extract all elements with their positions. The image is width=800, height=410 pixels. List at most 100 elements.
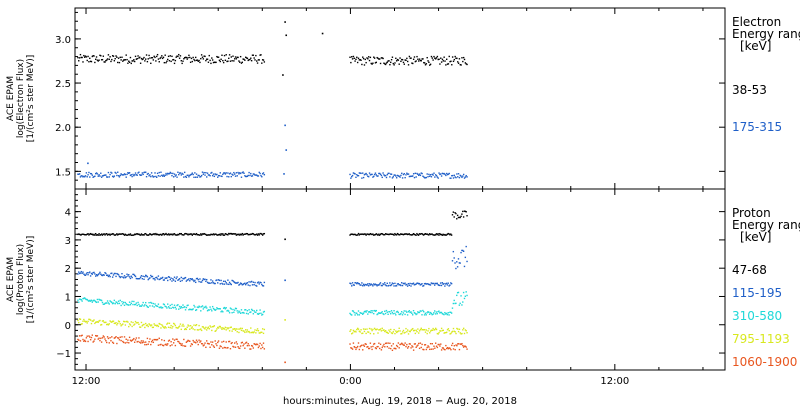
proton-point (141, 325, 144, 327)
proton-point (451, 331, 453, 333)
proton-point (392, 313, 394, 315)
electron-point (439, 173, 441, 176)
electron-point (111, 58, 113, 61)
electron-point (451, 56, 454, 58)
proton-point (180, 344, 182, 347)
proton-point (245, 341, 248, 344)
proton-point (141, 304, 144, 306)
proton-point (408, 284, 410, 287)
proton-point (178, 278, 181, 280)
proton-point (228, 281, 231, 284)
proton-point (401, 343, 404, 345)
proton-point (462, 344, 464, 347)
proton-point (166, 233, 168, 236)
proton-point (428, 283, 431, 286)
proton-point (254, 281, 256, 284)
proton-point (132, 338, 134, 341)
electron-point (243, 172, 245, 174)
electron-point (240, 176, 243, 178)
proton-point (77, 273, 79, 275)
proton-point (250, 311, 252, 313)
proton-point (179, 233, 182, 235)
proton-point (155, 304, 157, 307)
proton-point (95, 301, 98, 304)
electron-point (368, 172, 371, 174)
proton-point (232, 280, 234, 282)
proton-point (178, 326, 180, 328)
proton-point (120, 339, 122, 342)
proton-point (166, 323, 168, 325)
proton-point (459, 262, 461, 264)
electron-point (463, 177, 466, 179)
proton-point (359, 233, 361, 235)
proton-point (137, 321, 139, 324)
proton-point (101, 320, 104, 322)
proton-point (259, 309, 261, 311)
proton-point (235, 328, 238, 330)
electron-point (457, 173, 460, 175)
proton-point (411, 345, 413, 347)
electron-point (93, 175, 95, 178)
proton-point (356, 312, 358, 315)
proton-point (191, 326, 194, 328)
proton-point (106, 336, 109, 338)
proton-point (122, 277, 125, 279)
electron-point (364, 58, 366, 61)
proton-point (190, 308, 193, 311)
proton-point (410, 285, 412, 287)
electron-point (193, 176, 195, 179)
electron-point (137, 55, 139, 57)
proton-point (86, 298, 88, 301)
electron-point (147, 172, 149, 175)
proton-point (197, 234, 199, 236)
electron-point (200, 174, 203, 177)
proton-point (426, 283, 428, 285)
proton-point (101, 301, 104, 304)
proton-point (211, 282, 213, 284)
electron-point (403, 173, 405, 175)
electron-point (222, 59, 224, 62)
proton-point (90, 272, 93, 275)
proton-point (231, 311, 233, 314)
proton-point (382, 283, 384, 285)
electron-point (449, 177, 451, 179)
electron-point (207, 174, 210, 176)
proton-point (103, 336, 105, 338)
electron-point (135, 174, 138, 176)
proton-point (456, 214, 459, 217)
proton-point (81, 272, 83, 275)
electron-point (123, 173, 126, 175)
proton-point (110, 233, 112, 235)
proton-point (430, 282, 433, 284)
proton-point (412, 282, 415, 284)
proton-point (206, 281, 209, 284)
proton-point (247, 331, 249, 333)
proton-point (97, 321, 99, 323)
proton-point (200, 328, 202, 330)
electron-point (141, 172, 144, 174)
proton-point (171, 303, 173, 306)
electron-point (395, 60, 398, 62)
proton-point (419, 284, 422, 286)
proton-point (379, 343, 382, 345)
proton-point (139, 234, 142, 236)
proton-point (351, 314, 353, 316)
proton-point (240, 342, 243, 344)
proton-point (172, 278, 174, 280)
electron-series-38-53 (77, 21, 468, 76)
electron-point (129, 174, 132, 177)
proton-point (226, 233, 228, 236)
electron-point (194, 172, 196, 174)
electron-point (139, 174, 142, 176)
proton-point (175, 234, 177, 236)
proton-point (136, 304, 138, 307)
proton-point (221, 341, 223, 343)
proton-point (85, 234, 88, 236)
proton-point (407, 310, 410, 313)
proton-point (445, 332, 447, 334)
electron-point (161, 174, 163, 177)
proton-point (151, 339, 154, 342)
electron-point (248, 58, 250, 61)
electron-point (425, 176, 428, 179)
proton-point (405, 327, 407, 330)
